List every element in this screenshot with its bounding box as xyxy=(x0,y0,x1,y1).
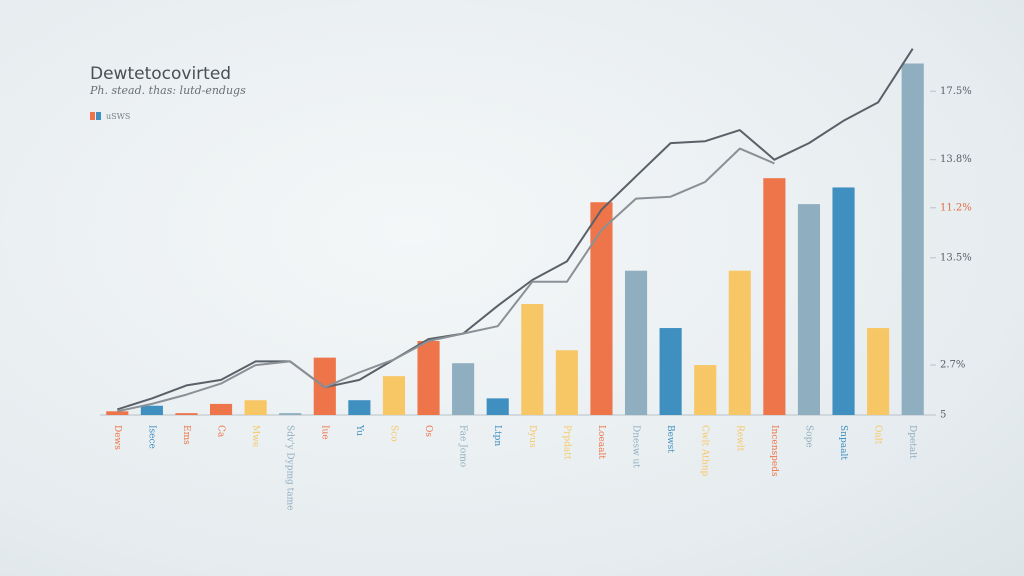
bar xyxy=(209,403,233,415)
bar xyxy=(867,328,890,415)
x-tick-label: Sdv'y Dypmg tame xyxy=(285,425,295,511)
bar xyxy=(382,376,406,415)
bar xyxy=(590,202,613,415)
bar xyxy=(244,400,267,415)
y-tick-label: 13.5% xyxy=(940,252,972,263)
bar xyxy=(140,405,163,415)
x-tick-label: Cwlt Athnp xyxy=(700,425,710,476)
x-tick-label: Bewst xyxy=(665,425,675,453)
legend-swatch xyxy=(90,112,95,120)
x-tick-label: Dyus xyxy=(527,425,537,448)
y-tick-label: 5 xyxy=(940,410,946,421)
x-tick-label: Ems xyxy=(181,425,191,445)
legend-label: uSWS xyxy=(106,112,130,121)
bar xyxy=(279,413,302,415)
y-tick-label: 11.2% xyxy=(940,202,972,213)
x-tick-label: Loeaalt xyxy=(596,425,606,459)
bar xyxy=(106,411,129,415)
x-tick-label: Fae Jomo xyxy=(458,425,468,467)
y-tick-label: 2.7% xyxy=(940,360,965,371)
bar xyxy=(901,63,924,415)
line xyxy=(117,147,775,413)
x-tick-label: Yu xyxy=(354,424,364,436)
x-tick-label: Dews xyxy=(112,425,122,450)
legend-swatch xyxy=(96,112,101,120)
y-tick-label: 13.8% xyxy=(940,154,972,165)
bar xyxy=(348,400,371,415)
x-tick-label: Sco xyxy=(388,425,398,442)
x-tick-label: Iue xyxy=(319,425,329,440)
bar xyxy=(555,350,578,415)
bar xyxy=(521,304,544,415)
x-tick-label: Dpetalt xyxy=(907,425,917,459)
x-tick-label: Ltpn xyxy=(492,425,502,446)
bar xyxy=(797,204,821,415)
x-tick-label: Os xyxy=(423,425,433,437)
chart-title: Dewtetocovirted xyxy=(90,64,231,84)
bar xyxy=(624,270,648,415)
x-tick-label: Ca xyxy=(216,425,226,438)
x-tick-label: Mwe xyxy=(250,425,260,447)
x-tick-label: Isece xyxy=(146,425,156,449)
x-tick-label: Sope xyxy=(803,425,813,448)
bar xyxy=(659,328,682,415)
chart-subtitle: Ph. stead. thas: lutd-endugs xyxy=(89,84,246,97)
y-tick-label: 17.5% xyxy=(940,86,972,97)
bar xyxy=(175,413,198,415)
x-tick-label: Dnesw ut xyxy=(631,425,641,468)
x-tick-label: Snpaalt xyxy=(838,425,848,460)
x-tick-label: Prpdatt xyxy=(561,425,571,460)
bar xyxy=(694,365,717,415)
x-tick-label: Rewlt xyxy=(734,425,744,452)
x-tick-label: Oalt xyxy=(873,425,883,445)
bar xyxy=(417,341,440,415)
x-tick-label: Incenspeds xyxy=(769,425,779,477)
bar xyxy=(728,270,751,415)
bar xyxy=(832,187,855,415)
line xyxy=(116,48,914,411)
bar xyxy=(486,398,509,415)
bar xyxy=(452,363,475,415)
bar xyxy=(763,178,786,415)
